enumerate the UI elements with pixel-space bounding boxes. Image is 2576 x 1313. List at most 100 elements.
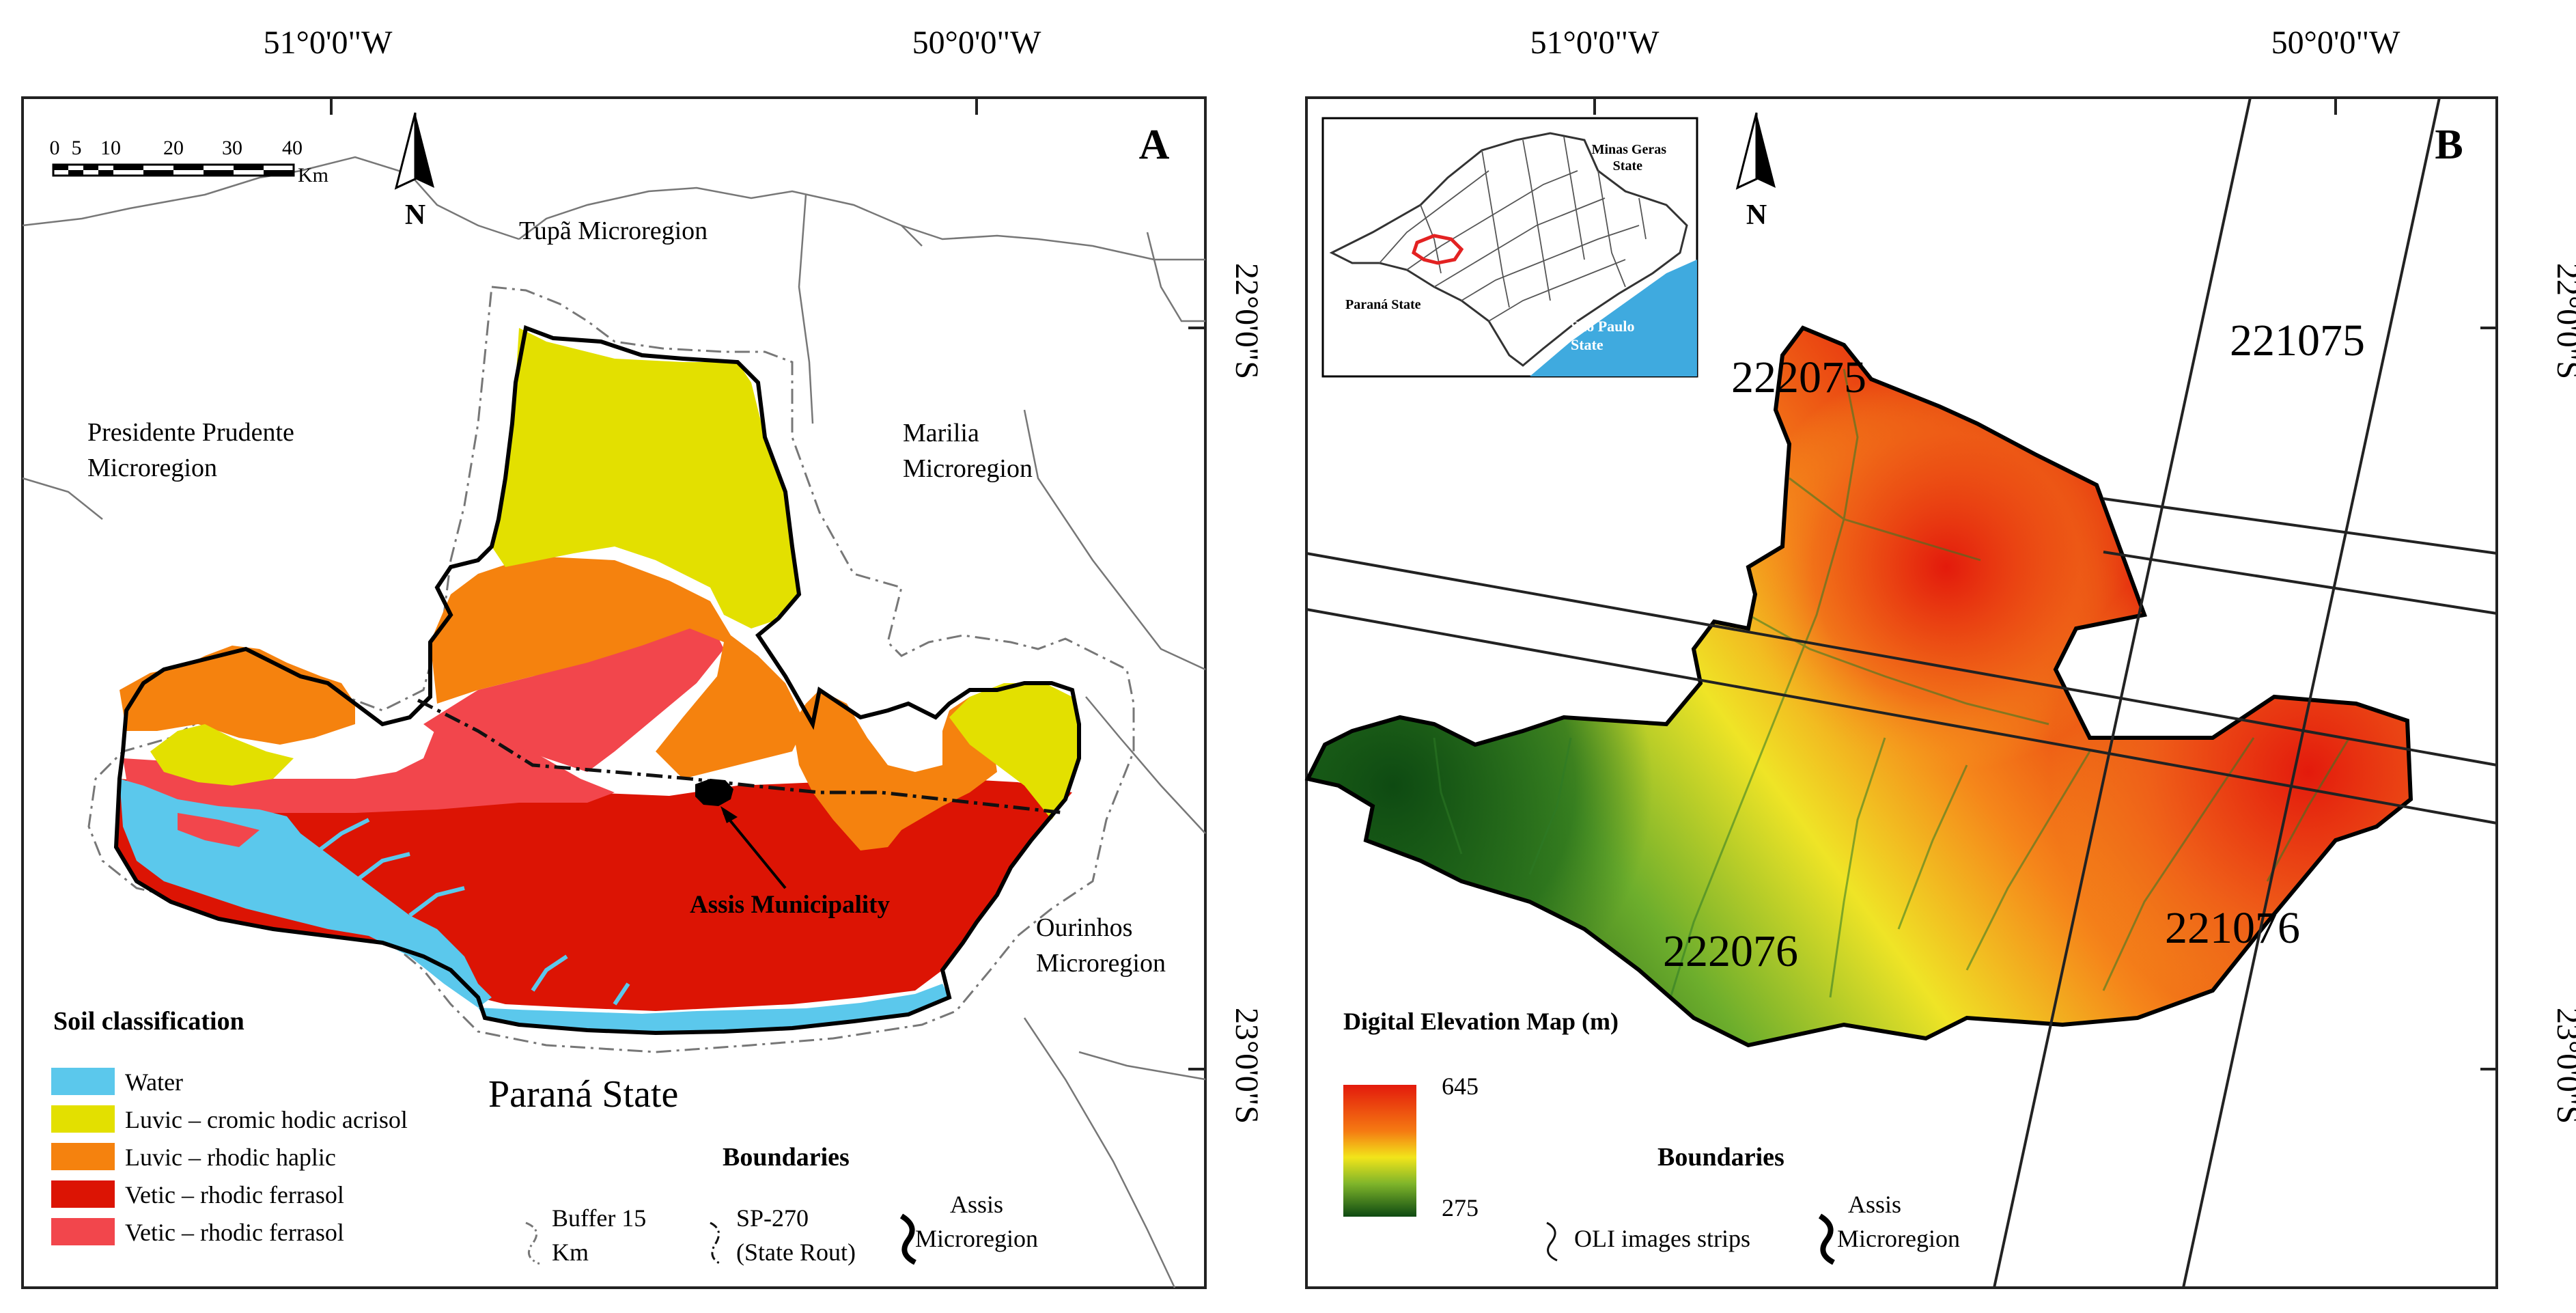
label-presidente-1: Presidente Prudente (87, 418, 294, 447)
inset-minas-label-2: State (1613, 158, 1642, 174)
legend-assis-2-a: Microregion (915, 1225, 1038, 1252)
label-parana-state: Paraná State (488, 1073, 678, 1116)
inset-map: Minas Geras State Paraná State São Paulo… (1321, 117, 1698, 378)
strip-222075: 222075 (1731, 353, 1866, 402)
soil-luvic-rhodic-west (120, 646, 355, 745)
scale-unit: Km (298, 164, 328, 186)
legend-item: Vetic – rhodic ferrasol (51, 1180, 344, 1208)
boundaries-title-b: Boundaries (1657, 1143, 1784, 1172)
lon-label-east-b: 50°0'0"W (2271, 25, 2400, 61)
scale-tick-40: 40 (282, 137, 303, 159)
legend-item: Water (51, 1068, 183, 1096)
legend-buffer-1: Buffer 15 (552, 1204, 646, 1232)
soil-luvic-cromic-west (150, 724, 294, 786)
sp-270-road (417, 698, 1066, 815)
boundaries-legend-b: Boundaries OLI images strips Assis Micro… (1546, 1143, 1960, 1265)
legend-swatch-vetic-dark (51, 1180, 115, 1208)
inset-assis-highlight (1412, 234, 1464, 265)
boundaries-legend-a: Boundaries Buffer 15 Km SP-270 (State Ro… (525, 1143, 1038, 1266)
legend-label-vetic-light: Vetic – rhodic ferrasol (125, 1219, 344, 1246)
panel-a-letter: A (1139, 122, 1170, 168)
dem-drainage-lines (1433, 368, 2351, 1012)
lat-label-north-a: 22°0'0"S (1229, 263, 1265, 379)
soil-legend-title: Soil classification (53, 1007, 244, 1036)
legend-assis-1-b: Assis (1848, 1191, 1901, 1218)
boundaries-title-a: Boundaries (723, 1143, 850, 1172)
legend-assis-1-a: Assis (950, 1191, 1003, 1218)
panel-a: 51°0'0"W 50°0'0"W 22°0'0"S 23°0'0"S (21, 25, 1265, 1289)
inset-parana-label: Paraná State (1345, 297, 1421, 312)
soil-legend: Soil classification Water Luvic – cromic… (51, 1007, 408, 1246)
inset-sao-paulo (1329, 132, 1688, 367)
panel-b: 51°0'0"W 50°0'0"W 22°0'0"S 23°0'0"S (1304, 25, 2576, 1289)
legend-label-luvic-rhodic: Luvic – rhodic haplic (125, 1144, 336, 1171)
legend-swatch-luvic-rhodic (51, 1143, 115, 1170)
water-inlet-patch (178, 813, 260, 847)
legend-label-water: Water (125, 1068, 183, 1096)
north-arrow-b-icon: N (1735, 112, 1776, 231)
panel-b-letter: B (2435, 122, 2463, 168)
strip-222076: 222076 (1663, 926, 1798, 976)
svg-text:N: N (405, 199, 425, 231)
microregion-boundaries-a (22, 156, 1206, 1288)
assis-municipality-marker (695, 779, 733, 806)
label-marilia-2: Microregion (903, 454, 1033, 483)
legend-assis-2-b: Microregion (1837, 1225, 1960, 1252)
legend-sp-1: SP-270 (736, 1204, 809, 1232)
assis-arrow-head (720, 806, 738, 823)
scale-tick-30: 30 (222, 137, 242, 159)
dem-legend-min: 275 (1442, 1194, 1479, 1221)
legend-label-vetic-dark: Vetic – rhodic ferrasol (125, 1181, 344, 1208)
scale-bar-a: 0 5 10 20 30 40 Km (50, 137, 329, 186)
inset-divisions (1379, 136, 1647, 322)
legend-item: Luvic – cromic hodic acrisol (51, 1105, 408, 1133)
soil-vetic-rhodic-dark (116, 779, 1072, 1011)
lon-label-west-a: 51°0'0"W (264, 25, 393, 61)
water-branches (285, 818, 630, 1006)
strip-221076: 221076 (2165, 903, 2300, 953)
inset-ocean (1530, 260, 1697, 376)
dem-legend: Digital Elevation Map (m) 645 275 (1343, 1008, 1619, 1221)
assis-arrow-line (723, 812, 787, 889)
lon-label-west-b: 51°0'0"W (1530, 25, 1660, 61)
inset-sp-label-2: State (1571, 336, 1604, 353)
dem-legend-title: Digital Elevation Map (m) (1343, 1008, 1619, 1035)
strip-221075: 221075 (2230, 316, 2365, 365)
dem-legend-max: 645 (1442, 1073, 1479, 1100)
buffer-symbol-icon (525, 1221, 540, 1265)
soil-luvic-cromic-east (949, 683, 1079, 820)
buffer-15km-outline (87, 286, 1135, 1053)
legend-item: Vetic – rhodic ferrasol (51, 1218, 344, 1246)
assis-microregion-outline-a (113, 324, 1081, 1036)
assis-municipality-label: Assis Municipality (690, 891, 890, 919)
oli-symbol-icon (1546, 1221, 1558, 1262)
soil-map (116, 328, 1079, 1033)
soil-luvic-rhodic-center (430, 557, 806, 779)
legend-buffer-2: Km (552, 1239, 589, 1266)
label-tupa: Tupã Microregion (519, 217, 708, 245)
svg-text:N: N (1746, 199, 1767, 231)
legend-swatch-luvic-cromic (51, 1105, 115, 1133)
soil-luvic-cromic-north (492, 328, 799, 628)
label-ourinhos-2: Microregion (1036, 949, 1166, 978)
panel-a-frame (21, 96, 1207, 1289)
soil-luvic-rhodic-southeast (792, 690, 997, 851)
legend-label-luvic-cromic: Luvic – cromic hodic acrisol (125, 1106, 408, 1133)
legend-sp-2: (State Rout) (736, 1239, 856, 1266)
inset-sp-label: São Paulo (1571, 318, 1635, 335)
legend-swatch-water (51, 1068, 115, 1095)
legend-oli: OLI images strips (1574, 1225, 1750, 1252)
oli-strips (1306, 97, 2497, 1288)
panel-b-frame (1305, 96, 2498, 1289)
label-ourinhos-1: Ourinhos (1036, 913, 1132, 942)
inset-minas-label: Minas Geras (1592, 142, 1667, 157)
scale-tick-10: 10 (100, 137, 121, 159)
assis-symbol-icon-a (899, 1213, 917, 1265)
dem-legend-ramp (1343, 1085, 1416, 1217)
lat-label-north-b: 22°0'0"S (2550, 263, 2576, 379)
legend-swatch-vetic-light (51, 1218, 115, 1245)
water-south-river (478, 984, 949, 1033)
lat-label-south-a: 23°0'0"S (1229, 1008, 1265, 1124)
label-presidente-2: Microregion (87, 454, 217, 482)
